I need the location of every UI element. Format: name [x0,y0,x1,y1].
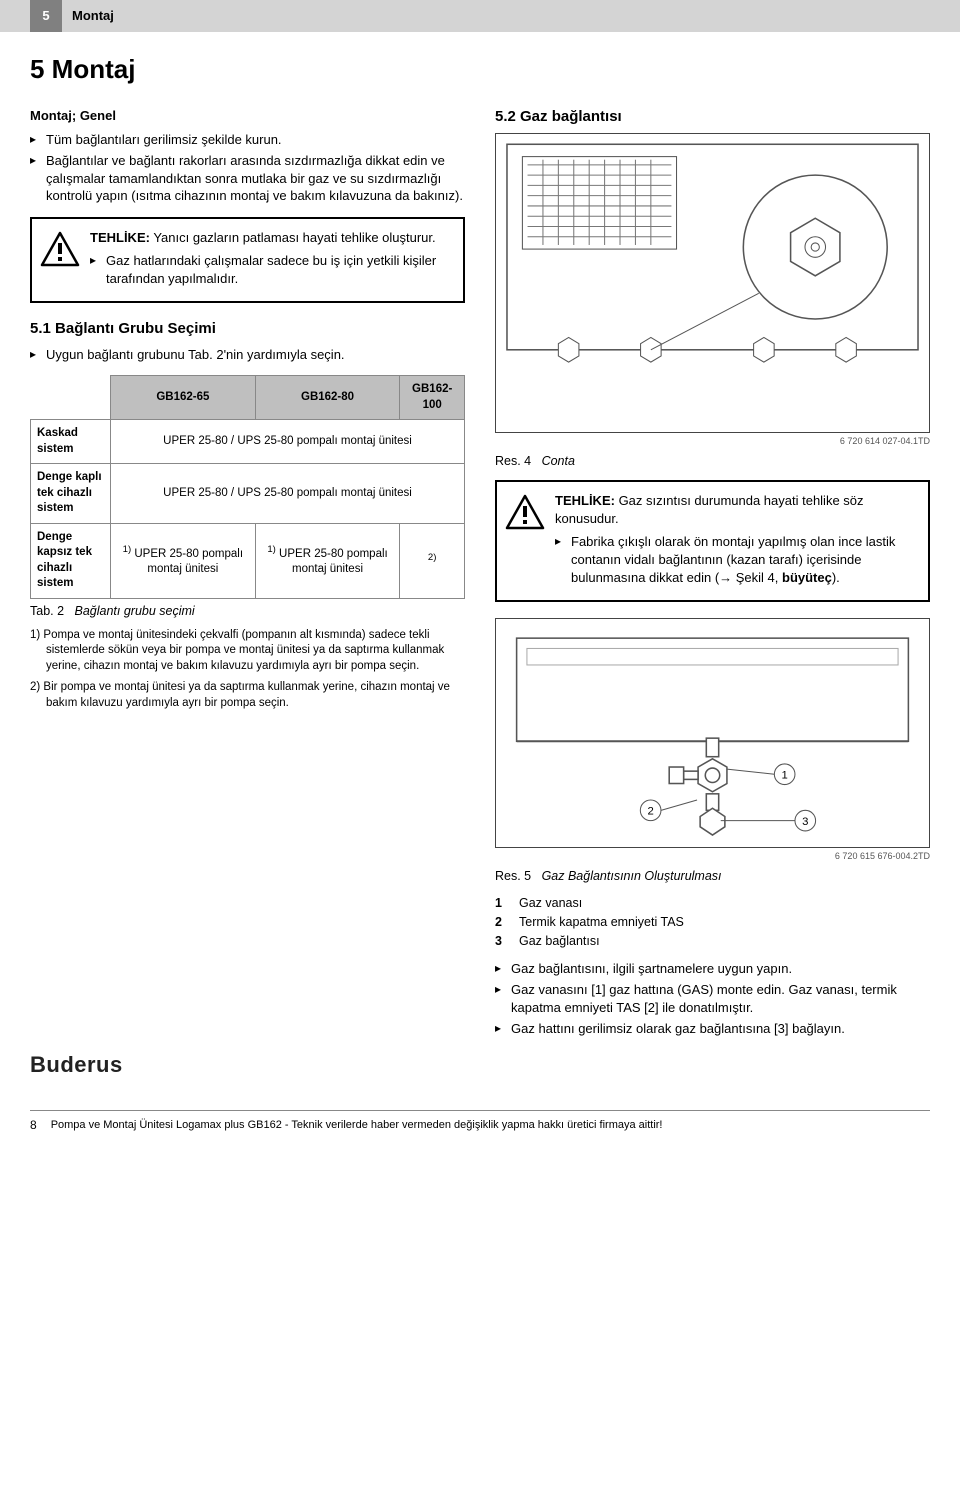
svg-text:1: 1 [782,769,788,781]
legend-text: Termik kapatma emniyeti TAS [519,914,684,931]
legend-text: Gaz bağlantısı [519,933,600,950]
list-item: Gaz bağlantısını, ilgili şartnamelere uy… [495,960,930,978]
warning-icon [505,494,545,530]
warning-title: TEHLİKE: [555,493,615,508]
sub-heading: Montaj; Genel [30,107,465,125]
legend-num: 3 [495,933,509,950]
col-header: GB162-100 [400,376,465,420]
left-column: Montaj; Genel Tüm bağlantıları gerilimsi… [30,107,465,1050]
warning-text: TEHLİKE: Gaz sızıntısı durumunda hayati … [555,492,918,527]
legend-num: 1 [495,895,509,912]
figure-legend: 1 Gaz vanası 2 Termik kapatma emniyeti TAS… [495,895,930,950]
table-footnotes: 1) Pompa ve montaj ünitesindeki çekvalfi… [30,628,465,712]
warning-title: TEHLİKE: [90,230,150,245]
list-item: Gaz vanasını [1] gaz hattına (GAS) monte… [495,981,930,1016]
main-heading: 5 Montaj [30,52,930,87]
legend-num: 2 [495,914,509,931]
table-caption-no: Tab. 2 [30,604,64,618]
figure-caption-no: Res. 5 [495,869,531,883]
warning-icon [40,231,80,267]
figure-5: 1 2 3 [495,618,930,848]
list-item: Tüm bağlantıları gerilimsiz şekilde kuru… [30,131,465,149]
table-cell: UPER 25-80 / UPS 25-80 pompalı montaj ün… [111,464,465,524]
figure-caption-no: Res. 4 [495,454,531,468]
figure-code: 6 720 614 027-04.1TD [495,435,930,447]
chapter-title: Montaj [72,7,114,25]
chapter-number: 5 [42,7,49,25]
list-item: Gaz hatlarındaki çalışmalar sadece bu iş… [90,252,453,287]
figure-caption-text: Gaz Bağlantısının Oluşturulması [542,869,722,883]
legend-text: Gaz vanası [519,895,582,912]
figure-4 [495,133,930,433]
list-item: Fabrika çıkışlı olarak ön montajı yapılm… [555,533,918,586]
row-header: Denge kaplı tek cihazlı sistem [31,464,111,524]
brand-logo: Buderus [30,1050,930,1080]
row-header: Kaskad sistem [31,420,111,464]
selection-table: GB162-65 GB162-80 GB162-100 Kaskad siste… [30,375,465,599]
list-item: Uygun bağlantı grubunu Tab. 2'nin yardım… [30,346,465,364]
figure-caption-text: Conta [542,454,575,468]
footnote: 2) Bir pompa ve montaj ünitesi ya da sap… [30,680,465,711]
chapter-number-box: 5 [30,0,62,32]
right-column: 5.2 Gaz bağlantısı [495,107,930,1050]
warning-text: TEHLİKE: Yanıcı gazların patlaması hayat… [90,229,453,247]
svg-text:2: 2 [647,806,653,818]
table-cell: 1) UPER 25-80 pompalı montaj ünitesi [255,523,400,598]
svg-text:3: 3 [802,816,808,828]
list-item: Gaz hattını gerilimsiz olarak gaz bağlan… [495,1020,930,1038]
table-caption: Tab. 2 Bağlantı grubu seçimi [30,603,465,620]
chapter-header: 5 Montaj [0,0,960,32]
section-heading: 5.2 Gaz bağlantısı [495,107,930,127]
footer-text: Pompa ve Montaj Ünitesi Logamax plus GB1… [51,1118,663,1133]
figure-code: 6 720 615 676-004.2TD [495,850,930,862]
warning-box: TEHLİKE: Yanıcı gazların patlaması hayat… [30,217,465,304]
list-item: Bağlantılar ve bağlantı rakorları arasın… [30,152,465,205]
section-heading: 5.1 Bağlantı Grubu Seçimi [30,319,465,339]
table-caption-text: Bağlantı grubu seçimi [74,604,194,618]
figure-caption: Res. 4 Conta [495,453,930,470]
row-header: Denge kapsız tek cihazlı sistem [31,523,111,598]
warning-body: Yanıcı gazların patlaması hayati tehlike… [150,230,436,245]
col-header: GB162-80 [255,376,400,420]
table-cell: 2) [400,523,465,598]
col-header: GB162-65 [111,376,256,420]
page-footer: 8 Pompa ve Montaj Ünitesi Logamax plus G… [30,1110,930,1133]
footnote: 1) Pompa ve montaj ünitesindeki çekvalfi… [30,628,465,675]
page-number: 8 [30,1117,37,1133]
warning-box: TEHLİKE: Gaz sızıntısı durumunda hayati … [495,480,930,602]
intro-list: Tüm bağlantıları gerilimsiz şekilde kuru… [30,131,465,205]
table-cell: 1) UPER 25-80 pompalı montaj ünitesi [111,523,256,598]
table-cell: UPER 25-80 / UPS 25-80 pompalı montaj ün… [111,420,465,464]
figure-caption: Res. 5 Gaz Bağlantısının Oluşturulması [495,868,930,885]
end-instructions: Gaz bağlantısını, ilgili şartnamelere uy… [495,960,930,1038]
